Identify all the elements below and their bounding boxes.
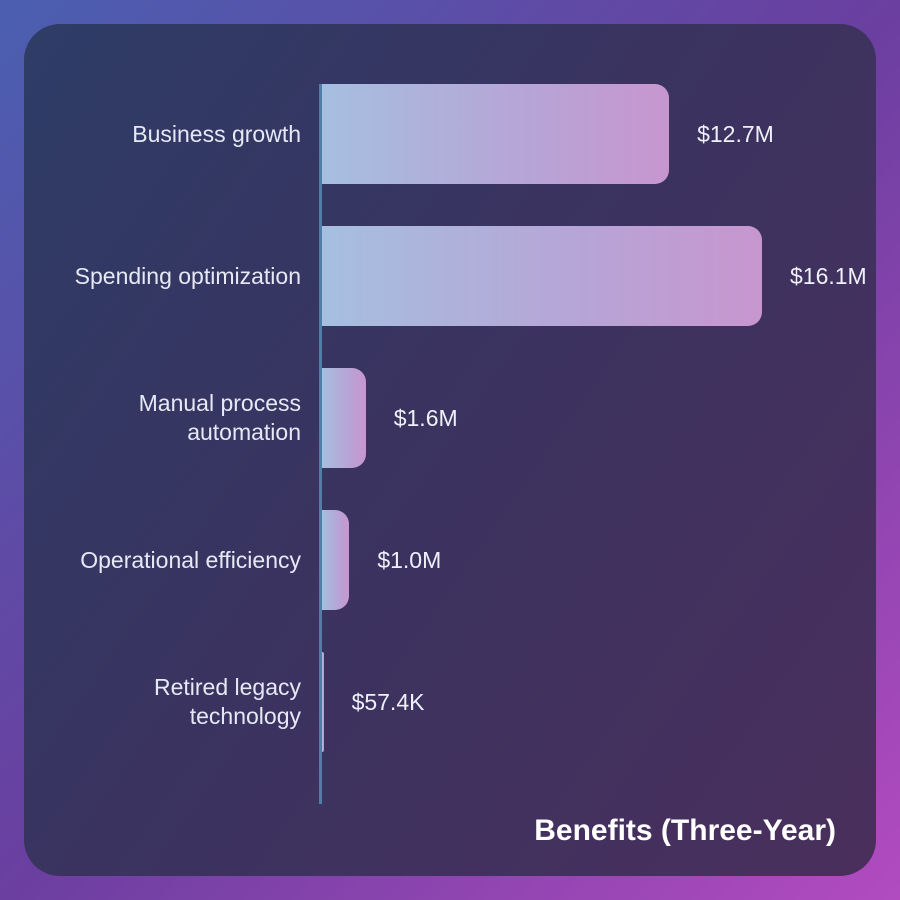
category-label: Retired legacy technology — [64, 673, 319, 731]
bar-zone: $1.6M — [322, 368, 836, 468]
value-label: $57.4K — [352, 689, 425, 716]
bar-zone: $1.0M — [322, 510, 836, 610]
bar-zone: $12.7M — [322, 84, 836, 184]
bar — [322, 510, 349, 610]
bar-zone: $57.4K — [322, 652, 836, 752]
bar — [322, 226, 762, 326]
chart-row: Retired legacy technology $57.4K — [64, 652, 836, 752]
category-label: Manual process automation — [64, 389, 319, 447]
chart-row: Spending optimization$16.1M — [64, 226, 836, 326]
category-label: Operational efficiency — [64, 546, 319, 575]
value-label: $1.0M — [377, 547, 441, 574]
bar — [322, 84, 669, 184]
chart-row: Operational efficiency $1.0M — [64, 510, 836, 610]
chart-card: Business growth $12.7M Spending optimizati… — [24, 24, 876, 876]
value-label: $1.6M — [394, 405, 458, 432]
bar — [322, 652, 324, 752]
chart-title: Benefits (Three-Year) — [534, 814, 836, 848]
category-label: Business growth — [64, 120, 319, 149]
value-label: $16.1M — [790, 263, 867, 290]
bar-zone: $16.1M — [322, 226, 867, 326]
page-background: Business growth $12.7M Spending optimizati… — [0, 0, 900, 900]
chart-area: Business growth $12.7M Spending optimizati… — [64, 84, 836, 804]
chart-row: Business growth $12.7M — [64, 84, 836, 184]
value-label: $12.7M — [697, 121, 774, 148]
chart-row: Manual process automation $1.6M — [64, 368, 836, 468]
category-label: Spending optimization — [64, 262, 319, 291]
bar — [322, 368, 366, 468]
